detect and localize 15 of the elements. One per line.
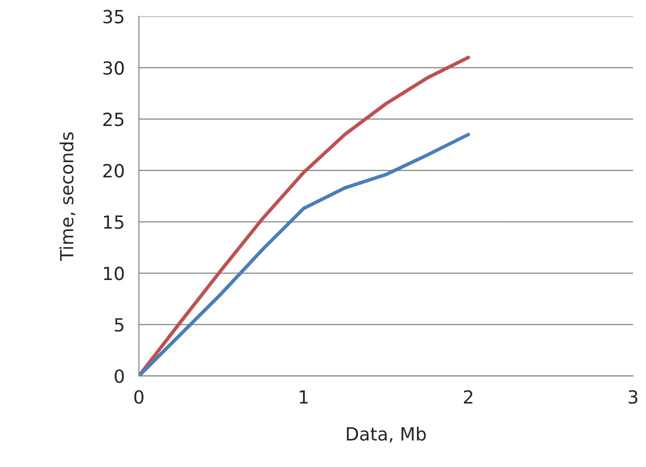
- x-axis-title: Data, Mb: [346, 426, 426, 443]
- x-tick-label: 0: [134, 390, 144, 404]
- y-tick-label: 35: [103, 10, 124, 24]
- y-tick-label: 10: [104, 266, 124, 280]
- y-axis-title: Time, seconds: [60, 132, 76, 261]
- y-tick-label: 30: [103, 61, 124, 75]
- line-series: [138, 132, 470, 376]
- x-tick-label: 2: [464, 390, 472, 404]
- y-tick-label: 25: [103, 112, 124, 126]
- y-tick-label: 15: [104, 216, 124, 229]
- x-tick-label: 3: [628, 390, 638, 404]
- x-tick-label: 1: [300, 390, 308, 404]
- y-tick-label: 0: [114, 369, 124, 384]
- y-tick-label: 20: [103, 164, 124, 178]
- y-tick-label: 5: [114, 318, 124, 332]
